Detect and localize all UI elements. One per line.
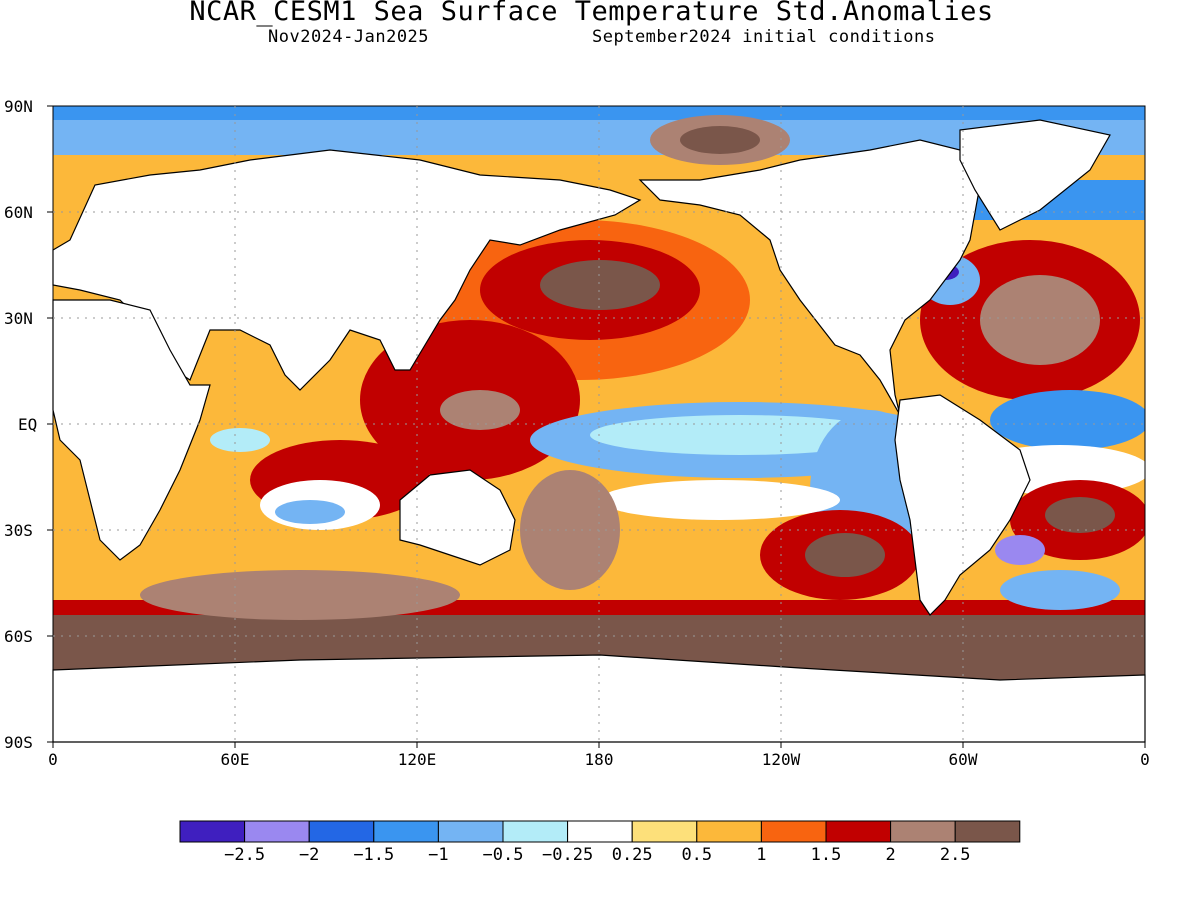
colorbar-tick-label: 1.5 <box>810 845 842 865</box>
lat-label-90s: 90S <box>4 733 33 752</box>
land-masses <box>52 119 1146 743</box>
colorbar-tick-label: −2.5 <box>224 845 266 865</box>
lon-label-60e: 60E <box>220 750 250 769</box>
colorbar-swatch <box>308 820 375 843</box>
lon-label-120w: 120W <box>761 750 801 769</box>
colorbar-swatch <box>179 820 246 843</box>
initial-conditions: September2024 initial conditions <box>592 27 936 47</box>
colorbar-swatch <box>954 820 1021 843</box>
colorbar-swatch <box>631 820 698 843</box>
colorbar-tick-label: −1 <box>428 845 449 865</box>
lon-label-0: 0 <box>48 750 58 769</box>
colorbar-tick-label: 1 <box>756 845 767 865</box>
colorbar-swatch <box>373 820 439 843</box>
colorbar-tick-label: −1.5 <box>353 845 395 865</box>
colorbar-swatch <box>244 820 310 843</box>
colorbar-tick-label: 0.5 <box>681 845 713 865</box>
colorbar-swatch <box>825 820 892 843</box>
lon-label-120e: 120E <box>397 750 437 769</box>
lat-label-30n: 30N <box>4 309 33 328</box>
lon-label-60w: 60W <box>948 750 978 769</box>
lat-label-eq: EQ <box>18 415 38 434</box>
colorbar-swatch <box>760 820 827 843</box>
colorbar-swatch <box>502 820 569 843</box>
graticule <box>53 106 1145 742</box>
africa <box>52 299 211 561</box>
lat-label-90n: 90N <box>4 97 33 116</box>
axis-ticks <box>47 105 1146 748</box>
lon-label-180: 180 <box>584 750 614 769</box>
lat-label-60n: 60N <box>4 203 33 222</box>
colorbar-tick-label: −0.5 <box>482 845 524 865</box>
tropical-atlantic-cool <box>990 390 1145 450</box>
colorbar-swatch <box>890 820 956 843</box>
forecast-period: Nov2024-Jan2025 <box>268 27 430 47</box>
lat-label-60s: 60S <box>4 627 33 646</box>
north-america <box>638 139 981 416</box>
colorbar <box>179 820 1021 843</box>
greenland <box>959 119 1111 231</box>
map-title: NCAR_CESM1 Sea Surface Temperature Std.A… <box>189 0 994 27</box>
colorbar-swatch <box>567 820 633 843</box>
colorbar-swatch <box>696 820 762 843</box>
lat-label-30s: 30S <box>4 521 33 540</box>
colorbar-tick-label: 0.25 <box>611 845 653 865</box>
colorbar-tick-label: 2 <box>885 845 896 865</box>
south-america <box>894 394 1031 616</box>
colorbar-tick-label: −2 <box>298 845 320 865</box>
colorbar-tick-label: 2.5 <box>939 845 971 865</box>
australia <box>399 469 516 566</box>
colorbar-tick-label: −0.25 <box>542 845 594 865</box>
lon-label-0-right: 0 <box>1140 750 1150 769</box>
colorbar-swatch <box>437 820 504 843</box>
